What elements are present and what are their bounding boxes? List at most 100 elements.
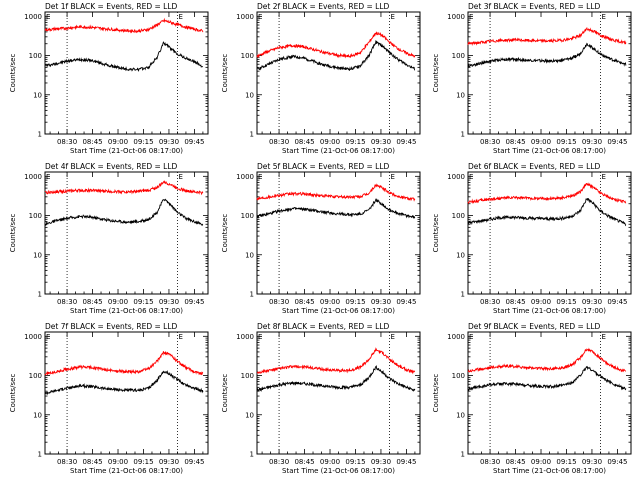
x-tick-label: 08:30 [269, 138, 289, 146]
x-tick-label: 09:30 [371, 138, 391, 146]
x-axis-label: Start Time (21-Oct-06 08:17:00) [282, 307, 395, 315]
lld-series-line [467, 26, 627, 47]
x-tick-label: 09:15 [345, 138, 365, 146]
y-tick-label: 1 [250, 131, 254, 139]
marker-label: E [390, 333, 394, 341]
lld-series-line [44, 351, 204, 376]
plot-frame [256, 171, 421, 295]
events-series-line [467, 198, 627, 227]
y-tick-label: 1000 [236, 173, 254, 181]
y-tick-label: 100 [29, 212, 42, 220]
y-tick-label: 100 [452, 212, 465, 220]
y-tick-label: 1 [38, 451, 42, 459]
marker-label: E [601, 13, 605, 21]
marker-label: E [46, 333, 50, 341]
chart-panel-1: Det 1f BLACK = Events, RED = LLD 1 10 100 10… [9, 2, 209, 155]
y-tick-label: 1000 [24, 173, 42, 181]
y-tick-label: 10 [245, 91, 254, 99]
y-tick-label: 10 [33, 251, 42, 259]
chart-title: Det 4f BLACK = Events, RED = LLD [45, 162, 178, 171]
marker-label: E [178, 13, 182, 21]
y-tick-label: 10 [33, 411, 42, 419]
plot-frame [467, 11, 632, 135]
x-tick-label: 09:15 [556, 298, 576, 306]
x-tick-label: 09:45 [396, 138, 416, 146]
events-series-line [44, 369, 204, 396]
x-tick-label: 09:30 [159, 138, 179, 146]
x-axis-label: Start Time (21-Oct-06 08:17:00) [282, 147, 395, 155]
y-tick-label: 1000 [236, 333, 254, 341]
y-tick-label: 10 [456, 411, 465, 419]
y-tick-label: 1 [461, 291, 465, 299]
y-tick-label: 100 [452, 372, 465, 380]
y-tick-label: 1 [250, 291, 254, 299]
x-tick-label: 09:15 [556, 458, 576, 466]
marker-label: E [258, 173, 262, 181]
x-tick-label: 08:45 [82, 298, 102, 306]
x-tick-label: 08:45 [82, 138, 102, 146]
x-tick-label: 08:30 [57, 458, 77, 466]
chart-panel-6: Det 6f BLACK = Events, RED = LLD 1 10 100 10… [432, 162, 632, 315]
y-axis-label: Counts/sec [432, 54, 440, 93]
x-axis-label: Start Time (21-Oct-06 08:17:00) [70, 147, 183, 155]
x-tick-label: 09:00 [320, 138, 340, 146]
y-tick-label: 1000 [447, 173, 465, 181]
plot-frame [467, 171, 632, 295]
plot-frame [44, 331, 209, 455]
marker-label: E [178, 173, 182, 181]
plot-frame [256, 331, 421, 455]
y-axis-label: Counts/sec [221, 374, 229, 413]
y-axis-label: Counts/sec [9, 374, 17, 413]
x-tick-label: 09:15 [345, 458, 365, 466]
x-axis-label: Start Time (21-Oct-06 08:17:00) [493, 307, 606, 315]
y-tick-label: 100 [29, 52, 42, 60]
x-tick-label: 09:30 [582, 138, 602, 146]
x-tick-label: 08:30 [480, 138, 500, 146]
x-tick-label: 09:45 [396, 458, 416, 466]
plot-frame [467, 331, 632, 455]
lld-series-line [256, 347, 416, 375]
x-tick-label: 08:45 [505, 458, 525, 466]
chart-panel-7: Det 7f BLACK = Events, RED = LLD 1 10 100 10… [9, 322, 209, 475]
chart-panel-4: Det 4f BLACK = Events, RED = LLD 1 10 100 10… [9, 162, 209, 315]
chart-title: Det 1f BLACK = Events, RED = LLD [45, 2, 178, 11]
y-tick-label: 1000 [24, 333, 42, 341]
marker-label: E [601, 333, 605, 341]
x-tick-label: 09:30 [159, 298, 179, 306]
x-tick-label: 09:15 [133, 458, 153, 466]
y-tick-label: 1 [250, 451, 254, 459]
x-tick-label: 09:00 [531, 138, 551, 146]
chart-title: Det 9f BLACK = Events, RED = LLD [468, 322, 601, 331]
y-axis-label: Counts/sec [221, 54, 229, 93]
y-axis-label: Counts/sec [221, 214, 229, 253]
x-tick-label: 09:00 [320, 458, 340, 466]
events-series-line [256, 198, 416, 219]
y-tick-label: 1 [461, 451, 465, 459]
x-tick-label: 08:30 [269, 298, 289, 306]
x-tick-label: 09:15 [133, 138, 153, 146]
x-tick-label: 09:15 [345, 298, 365, 306]
y-tick-label: 1 [461, 131, 465, 139]
chart-panel-3: Det 3f BLACK = Events, RED = LLD 1 10 100 10… [432, 2, 632, 155]
marker-label: E [469, 333, 473, 341]
events-series-line [256, 365, 416, 392]
x-tick-label: 08:45 [294, 298, 314, 306]
y-tick-label: 100 [241, 52, 254, 60]
chart-panel-2: Det 2f BLACK = Events, RED = LLD 1 10 100 10… [221, 2, 421, 155]
x-tick-label: 09:00 [108, 138, 128, 146]
y-tick-label: 1000 [447, 333, 465, 341]
x-tick-label: 08:45 [505, 138, 525, 146]
y-tick-label: 100 [29, 372, 42, 380]
y-tick-label: 100 [241, 212, 254, 220]
x-tick-label: 09:30 [159, 458, 179, 466]
x-tick-label: 09:45 [607, 138, 627, 146]
marker-label: E [469, 173, 473, 181]
x-tick-label: 09:45 [396, 298, 416, 306]
y-tick-label: 1000 [236, 13, 254, 21]
marker-label: E [601, 173, 605, 181]
y-tick-label: 1000 [447, 13, 465, 21]
x-tick-label: 08:45 [505, 298, 525, 306]
x-tick-label: 09:30 [582, 458, 602, 466]
events-series-line [257, 39, 415, 71]
